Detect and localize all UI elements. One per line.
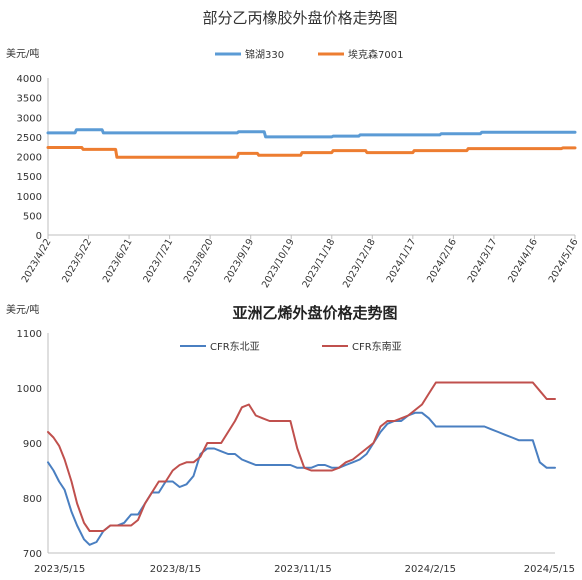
chart-1-legend-label-2: 埃克森7001 — [348, 48, 403, 61]
chart-1-x-tick-label: 2024/3/17 — [466, 237, 500, 285]
chart-1-x-tick-label: 2023/6/21 — [101, 237, 135, 285]
chart-2-y-tick-label: 1000 — [17, 384, 42, 395]
chart-1-y-tick-label: 4000 — [17, 74, 42, 85]
chart-1-series-line-1 — [46, 128, 577, 139]
chart-2-y-tick-label: 1100 — [17, 329, 42, 340]
chart-1-y-tick-label: 1000 — [17, 192, 42, 203]
chart-1-x-tick-label: 2023/7/21 — [141, 237, 175, 285]
chart-1-y-tick-label: 3500 — [17, 94, 42, 105]
chart-1-x-tick-label: 2023/10/19 — [260, 237, 297, 290]
chart-1-legend-label-1: 锦湖330 — [245, 48, 284, 61]
chart-1-x-tick-label: 2024/5/16 — [547, 237, 581, 285]
chart-2-x-tick-label: 2023/11/15 — [274, 564, 332, 575]
chart-1-x-tick-label: 2024/4/16 — [506, 237, 540, 285]
chart-1-series-line-2 — [46, 146, 577, 159]
chart-1-y-tick-label: 2000 — [17, 153, 42, 164]
chart-2-series-line-2 — [47, 381, 556, 532]
chart-2-y-axis-unit: 美元/吨 — [6, 303, 39, 316]
chart-2-series-line-1 — [47, 411, 556, 546]
chart-1-x-tick-label: 2023/4/22 — [20, 237, 54, 285]
chart-1-y-tick-label: 500 — [23, 211, 42, 222]
chart-1-y-axis-unit: 美元/吨 — [6, 47, 39, 60]
chart-1-y-tick-label: 0 — [36, 231, 42, 242]
chart-1-y-tick-label: 1500 — [17, 172, 42, 183]
chart-2-title: 亚洲乙烯外盘价格走势图 — [232, 304, 397, 322]
chart-1-x-tick-label: 2023/8/20 — [182, 237, 216, 285]
chart-1-y-tick-label: 3000 — [17, 113, 42, 124]
chart-1-x-tick-label: 2024/2/16 — [425, 237, 459, 285]
chart-2-legend-label-1: CFR东北亚 — [210, 340, 260, 353]
chart-2-x-tick-label: 2024/2/15 — [405, 564, 456, 575]
chart-1-x-tick-label: 2023/12/18 — [341, 237, 378, 290]
chart-1-title: 部分乙丙橡胶外盘价格走势图 — [202, 9, 397, 27]
chart-2-y-tick-label: 700 — [23, 549, 42, 560]
chart-2-y-tick-label: 800 — [23, 494, 42, 505]
chart-1-y-tick-label: 2500 — [17, 133, 42, 144]
chart-1-x-tick-label: 2023/9/19 — [222, 237, 256, 285]
chart-2-x-tick-label: 2023/5/15 — [34, 564, 85, 575]
chart-2-x-tick-label: 2023/8/15 — [150, 564, 201, 575]
chart-1-x-tick-label: 2023/11/18 — [300, 237, 337, 290]
chart-1-x-tick-label: 2023/5/22 — [60, 237, 94, 285]
chart-2-legend-label-2: CFR东南亚 — [352, 340, 402, 353]
chart-2-y-tick-label: 900 — [23, 439, 42, 450]
chart-2-x-tick-label: 2024/5/15 — [524, 564, 575, 575]
chart-1-x-tick-label: 2024/1/17 — [385, 237, 419, 285]
